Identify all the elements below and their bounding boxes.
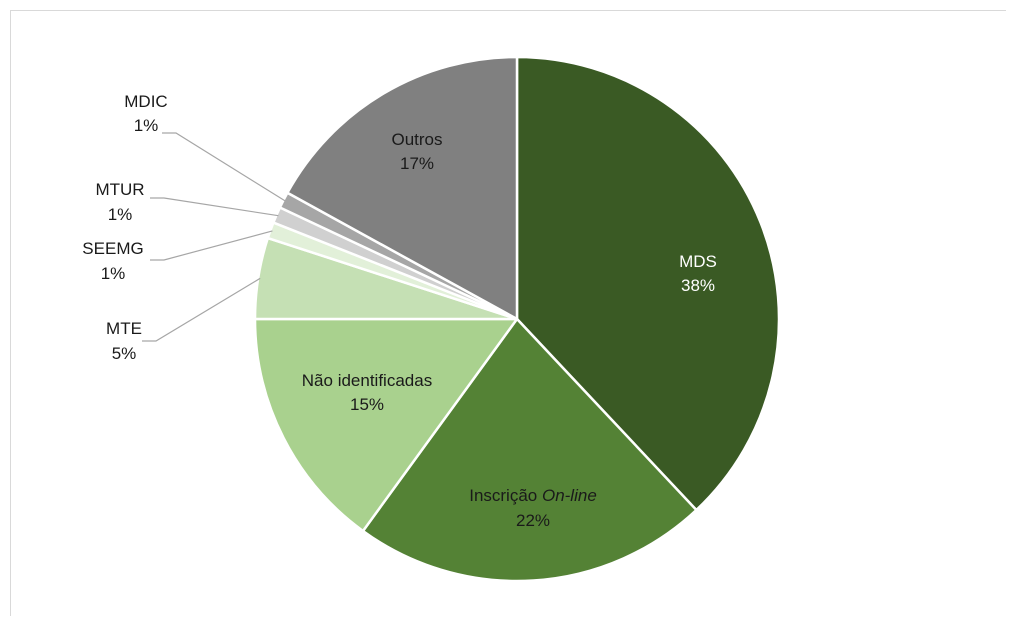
slice-value-outros: 17% [400, 154, 434, 173]
leader-line-seemg [150, 230, 273, 261]
slice-value-mtur: 1% [108, 205, 133, 224]
slice-value-mdic: 1% [134, 116, 159, 135]
leader-line-mte [142, 277, 261, 342]
leader-line-mtur [150, 197, 279, 217]
leader-lines [142, 132, 286, 342]
pie-slice-n-o-identificadas [253, 317, 519, 533]
chart-frame [10, 10, 1006, 616]
pie-slice-outros [286, 55, 519, 321]
slice-label-mtur: MTUR [95, 180, 144, 199]
slice-label-nao-identificadas: Não identificadas [302, 371, 432, 390]
slice-value-mte: 5% [112, 344, 137, 363]
slice-label-outros: Outros [391, 130, 442, 149]
slice-label-inscricao: Inscrição On-line [469, 486, 597, 505]
slice-label-inscricao-prefix: Inscrição [469, 486, 542, 505]
pie-slices [253, 55, 781, 583]
slice-label-inscricao-italic: On-line [542, 486, 597, 505]
pie-slice-inscri-o-on-line [361, 317, 698, 583]
pie-slice-mds [515, 55, 781, 512]
slice-value-mds: 38% [681, 276, 715, 295]
leader-line-mdic [162, 132, 286, 202]
slice-value-seemg: 1% [101, 264, 126, 283]
slice-label-seemg: SEEMG [82, 239, 143, 258]
slice-label-mte: MTE [106, 319, 142, 338]
slice-value-nao-identificadas: 15% [350, 395, 384, 414]
slice-label-mds: MDS [679, 252, 717, 271]
slice-value-inscricao: 22% [516, 511, 550, 530]
slice-label-mdic: MDIC [124, 92, 167, 111]
